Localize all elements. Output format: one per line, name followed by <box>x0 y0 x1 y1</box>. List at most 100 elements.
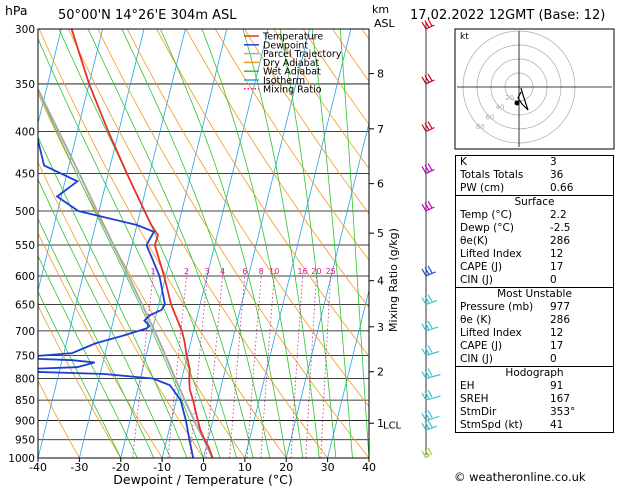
km-tick-label: 1 <box>377 417 384 430</box>
legend-entry: Mixing Ratio <box>263 84 322 95</box>
hodograph-ring-label: 80 <box>476 123 485 131</box>
hodograph-stat-label: StmDir <box>460 406 497 418</box>
index-row: Totals Totals 36 <box>456 169 613 182</box>
hodograph-stat-value: 91 <box>550 380 564 392</box>
surface-title: Surface <box>514 196 555 208</box>
most-unstable-row: Lifted Index 12 <box>456 327 613 340</box>
wet-adiabat <box>38 135 188 458</box>
wind-barb <box>421 294 438 306</box>
isotherm-line <box>285 121 369 458</box>
mixing-ratio-line <box>189 269 209 458</box>
pressure-tick-label: 750 <box>15 350 35 362</box>
isotherm-line <box>203 29 310 458</box>
mixing-ratio-label: 1 <box>151 267 156 276</box>
legend-entry: Parcel Trajectory <box>263 49 342 60</box>
wind-barb <box>421 18 435 30</box>
mixing-ratio-line <box>305 269 318 458</box>
km-tick-label: 7 <box>377 123 384 136</box>
hodograph-stat-row: StmDir 353° <box>456 406 613 419</box>
wet-adiabat <box>121 29 271 458</box>
temp-tick-label: -30 <box>70 461 88 474</box>
surface-label: CAPE (J) <box>460 261 503 273</box>
most-unstable-row: θe (K) 286 <box>456 314 613 327</box>
pressure-tick-label: 550 <box>15 240 35 252</box>
mixing-ratio-line <box>320 269 332 458</box>
wind-barb <box>421 163 435 175</box>
dry-adiabat <box>38 379 80 458</box>
mixing-ratio-line <box>260 269 276 458</box>
wet-adiabat <box>38 37 221 458</box>
index-label: Totals Totals <box>460 169 524 181</box>
temp-tick-label: 20 <box>279 461 293 474</box>
most-unstable-label: θe (K) <box>460 314 492 326</box>
surface-value: 0 <box>550 274 557 286</box>
pressure-tick-label: 1000 <box>8 453 35 465</box>
mixing-ratio-label: 16 <box>298 267 308 276</box>
mixing-ratio-label: 25 <box>326 267 336 276</box>
wet-adiabat <box>242 29 320 458</box>
indices-table: K 3 Totals Totals 36 PW (cm) 0.66 Surface Tem… <box>455 155 614 433</box>
isotherm-line <box>327 288 369 458</box>
wind-barb <box>421 265 436 277</box>
dry-adiabat <box>38 161 204 458</box>
surface-label: θe(K) <box>460 235 488 247</box>
pressure-tick-label: 650 <box>15 300 35 312</box>
surface-section: Surface Temp (°C) 2.2 Dewp (°C) -2.5 θe(K) 28… <box>456 195 613 287</box>
pressure-tick-label: 800 <box>15 373 35 385</box>
surface-label: CIN (J) <box>460 274 493 286</box>
wet-adiabat <box>279 29 337 458</box>
dry-adiabat <box>97 29 369 458</box>
most-unstable-label: CAPE (J) <box>460 340 503 352</box>
mixing-ratio-label: 3 <box>205 267 210 276</box>
index-value: 36 <box>550 169 564 181</box>
most-unstable-title: Most Unstable <box>497 288 572 300</box>
mixing-ratio-axis-label: Mixing Ratio (g/kg) <box>387 228 400 332</box>
km-tick-label: 8 <box>377 68 384 81</box>
wind-barb <box>421 368 441 380</box>
hodograph-stat-value: 41 <box>550 419 564 431</box>
index-label: K <box>460 156 467 168</box>
pressure-tick-label: 400 <box>15 127 35 139</box>
storm-motion-marker <box>514 100 520 106</box>
wet-adiabat <box>38 290 122 458</box>
mixing-ratio-line <box>205 269 224 458</box>
wind-barb <box>421 320 439 332</box>
dewpoint-line <box>38 136 195 458</box>
hodograph-trace <box>517 87 529 111</box>
sounding-datetime: 17.02.2022 12GMT (Base: 12) <box>410 8 606 23</box>
legend-entry: Dry Adiabat <box>263 58 320 69</box>
hodograph-stat-row: StmSpd (kt) 41 <box>456 419 613 432</box>
pressure-tick-label: 500 <box>15 206 35 218</box>
pressure-tick-label: 850 <box>15 395 35 407</box>
wet-adiabat <box>160 29 287 458</box>
mixing-ratio-line <box>132 269 155 458</box>
lcl-label: LCL <box>383 420 402 431</box>
isotherm-line <box>244 29 352 458</box>
temperature-line <box>70 29 214 458</box>
pressure-tick-label: 300 <box>15 24 35 36</box>
most-unstable-value: 286 <box>550 314 571 326</box>
wet-adiabat <box>87 29 254 458</box>
hodograph-stat-label: SREH <box>460 393 489 405</box>
dry-adiabat <box>126 29 369 408</box>
wind-barb <box>421 447 433 459</box>
surface-value: 286 <box>550 235 571 247</box>
most-unstable-value: 17 <box>550 340 564 352</box>
pressure-tick-label: 950 <box>15 435 35 447</box>
hodograph-ring-label: 40 <box>495 104 504 112</box>
hodograph-stat-label: EH <box>460 380 475 392</box>
most-unstable-row: CIN (J) 0 <box>456 353 613 366</box>
dry-adiabat <box>38 304 122 458</box>
hodograph-ring-label: 60 <box>486 113 495 121</box>
surface-row: Temp (°C) 2.2 <box>456 209 613 222</box>
wind-barb <box>421 200 435 212</box>
mixing-ratio-line <box>167 269 188 458</box>
pressure-tick-label: 350 <box>15 79 35 91</box>
most-unstable-row: CAPE (J) 17 <box>456 340 613 353</box>
isotherm-line <box>38 29 145 458</box>
dry-adiabat <box>185 29 369 309</box>
mixing-ratio-label: 2 <box>184 267 189 276</box>
temp-tick-label: 0 <box>200 461 207 474</box>
